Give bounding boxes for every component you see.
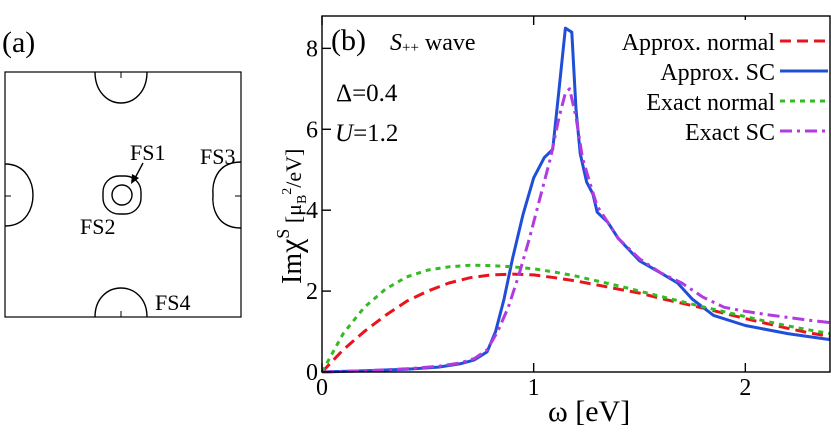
y-tick-label: 2: [306, 279, 318, 305]
tick-layer: 0 1 2 0 2 4 6 8: [306, 16, 751, 401]
series-line-exact-sc: [321, 87, 831, 374]
fs2-label: FS2: [80, 214, 115, 239]
fs3-pocket-right: [212, 161, 242, 229]
series-line-approx-normal: [320, 272, 831, 374]
fs3-pocket-left: [4, 163, 34, 227]
u-value: =1.2: [353, 120, 398, 147]
y-tick-label: 8: [306, 36, 318, 62]
x-axis-label: ω [eV]: [548, 395, 630, 428]
brillouin-zone-frame: [4, 71, 242, 318]
fs4-label: FS4: [155, 290, 190, 315]
plot-frame: [321, 15, 831, 373]
panel-b-label: (b): [331, 24, 366, 57]
y-label-unit-sub: B: [295, 195, 310, 204]
fs4-pocket-top: [94, 71, 148, 104]
y-label-unit-close: /eV]: [281, 149, 306, 188]
wave-symbol: S: [390, 30, 402, 56]
y-tick-label: 6: [306, 117, 318, 143]
wave-superscript: ++: [402, 40, 419, 56]
y-label-unit-sup: 2: [280, 188, 295, 195]
y-axis-label: ImχS [μB2/eV]: [272, 149, 310, 284]
u-annotation: U=1.2: [335, 120, 398, 147]
legend: Approx. normal Approx. SC Exact normal E…: [603, 20, 829, 150]
delta-annotation: Δ=0.4: [336, 80, 398, 107]
panel-a-label: (a): [2, 26, 35, 59]
y-label-unit-open: [μ: [281, 204, 306, 229]
fs1-pocket: [111, 184, 133, 206]
legend-label-approx-sc: Approx. SC: [660, 60, 775, 86]
fs3-label: FS3: [200, 144, 235, 169]
legend-label-exact-sc: Exact SC: [685, 120, 775, 146]
series-line-exact-normal: [320, 263, 831, 373]
fs4-pocket-bottom: [94, 287, 148, 318]
y-label-im: Im: [277, 253, 308, 284]
y-label-chi: χ: [272, 238, 308, 254]
series-layer: [320, 26, 831, 374]
wave-annotation: S++ wave: [390, 30, 476, 56]
fermi-surface-panel: FS1 FS2 FS3 FS4: [4, 71, 242, 318]
fs1-label: FS1: [130, 140, 165, 165]
y-tick-label: 0: [306, 360, 318, 386]
x-tick-label: 0: [316, 375, 328, 401]
y-label-sup: S: [273, 229, 293, 239]
legend-label-approx-normal: Approx. normal: [622, 30, 776, 56]
legend-label-exact-normal: Exact normal: [646, 90, 775, 116]
y-tick-label: 4: [306, 198, 318, 224]
fs2-pocket: [102, 175, 142, 215]
u-symbol: U: [335, 120, 355, 147]
wave-word: wave: [425, 30, 476, 56]
x-tick-label: 2: [739, 375, 751, 401]
fs1-arrow-head: [131, 174, 139, 184]
legend-background: [603, 20, 829, 150]
x-tick-label: 1: [528, 375, 540, 401]
